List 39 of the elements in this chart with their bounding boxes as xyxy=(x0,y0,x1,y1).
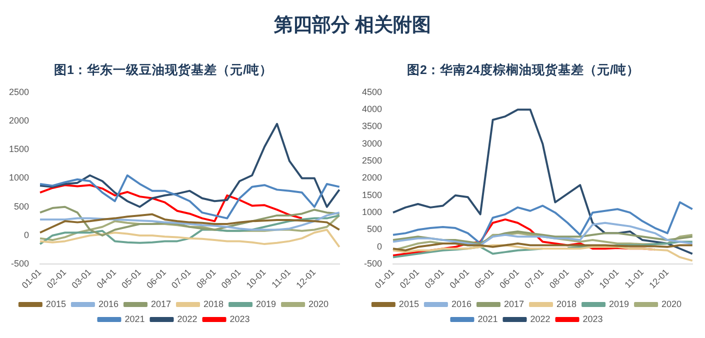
y-tick-label: 500 xyxy=(366,224,382,234)
y-tick-label: 4000 xyxy=(362,104,382,114)
y-tick-label: 2500 xyxy=(8,86,30,97)
legend-label: 2019 xyxy=(609,298,630,309)
y-tick-label: 0 xyxy=(377,241,382,252)
y-tick-label: 500 xyxy=(14,201,30,212)
legend-label: 2015 xyxy=(46,298,66,309)
y-tick-label: 3500 xyxy=(362,121,382,132)
y-tick-label: 1500 xyxy=(8,144,30,154)
y-tick-label: 0 xyxy=(24,230,30,240)
chart-title: 图2：华南24度棕榈油现货基差（元/吨） xyxy=(406,62,640,79)
legend-label: 2023 xyxy=(582,314,603,324)
legend-label: 2020 xyxy=(308,298,329,309)
legend-label: 2022 xyxy=(530,314,550,324)
text: 第四部分 相关附图 xyxy=(272,14,432,38)
legend-label: 2017 xyxy=(150,298,172,309)
legend-label: 2015 xyxy=(398,298,419,309)
y-tick-label: 1000 xyxy=(362,207,382,218)
y-tick-label: -500 xyxy=(11,258,30,269)
legend-label: 2021 xyxy=(478,314,498,324)
legend-label: 2017 xyxy=(504,298,524,309)
y-tick-label: 2000 xyxy=(362,172,382,183)
legend-label: 2023 xyxy=(230,314,250,324)
y-tick-label: 3000 xyxy=(362,138,382,148)
y-tick-label: 1000 xyxy=(8,172,30,183)
legend-label: 2022 xyxy=(177,314,198,324)
y-tick-label: 4500 xyxy=(362,86,382,97)
y-tick-label: 1500 xyxy=(362,190,382,200)
legend-label: 2016 xyxy=(451,298,472,309)
y-tick-label: 2000 xyxy=(8,116,30,126)
legend-label: 2020 xyxy=(662,298,682,309)
y-tick-label: 2500 xyxy=(362,156,382,166)
legend-label: 2018 xyxy=(204,298,224,309)
legend-label: 2018 xyxy=(556,298,577,309)
legend-label: 2016 xyxy=(98,298,118,309)
y-tick-label: -500 xyxy=(364,258,382,269)
legend-label: 2019 xyxy=(256,298,276,309)
legend-label: 2021 xyxy=(124,314,145,324)
chart-title: 图1：华东一级豆油现货基差（元/吨） xyxy=(53,62,274,79)
